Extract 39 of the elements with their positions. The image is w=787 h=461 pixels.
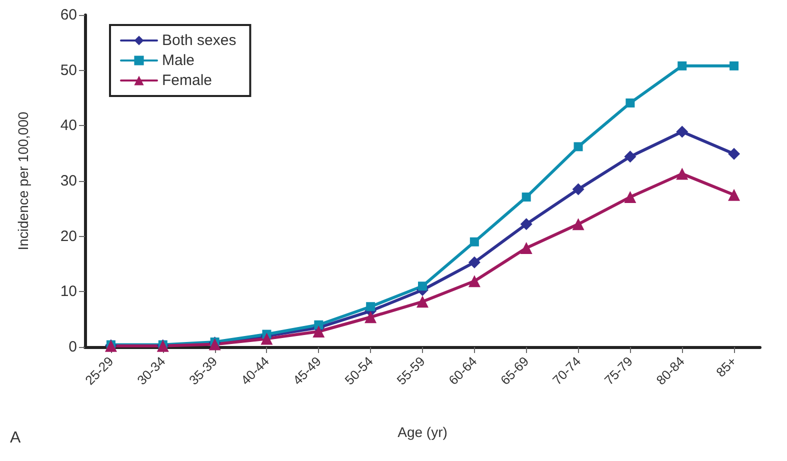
- point: [418, 282, 427, 291]
- point: [728, 148, 740, 160]
- point: [260, 332, 273, 345]
- point: [676, 126, 688, 138]
- point: [572, 183, 584, 196]
- point: [470, 237, 479, 246]
- legend-label: Female: [162, 72, 212, 89]
- point: [676, 168, 688, 180]
- point: [520, 242, 532, 254]
- point: [626, 98, 635, 108]
- point: [730, 61, 739, 70]
- point: [520, 218, 532, 230]
- point: [364, 311, 377, 324]
- x-tick-label: 85+: [713, 354, 740, 380]
- y-tick-label: 20: [60, 228, 77, 245]
- legend-label: Male: [162, 52, 195, 69]
- point: [312, 326, 325, 338]
- y-tick-label: 30: [60, 172, 77, 190]
- point: [416, 296, 428, 308]
- point: [468, 275, 480, 288]
- y-tick-label: 0: [68, 338, 77, 356]
- y-tick-label: 10: [60, 283, 77, 300]
- y-tick-label: 40: [60, 117, 77, 134]
- point: [624, 191, 636, 204]
- y-axis-title: Incidence per 100,000: [15, 112, 31, 250]
- y-tick-label: 60: [60, 6, 77, 24]
- point: [468, 256, 480, 268]
- text: A: [10, 430, 21, 446]
- point: [624, 150, 636, 163]
- point: [574, 142, 583, 152]
- point: [522, 192, 531, 202]
- point: [728, 188, 740, 201]
- point: [572, 218, 584, 230]
- point: [366, 302, 376, 312]
- y-tick-label: 50: [60, 62, 77, 79]
- point: [314, 320, 324, 330]
- legend-label: Both sexes: [162, 32, 236, 49]
- x-axis-title: Age (yr): [398, 424, 448, 440]
- point: [678, 61, 687, 70]
